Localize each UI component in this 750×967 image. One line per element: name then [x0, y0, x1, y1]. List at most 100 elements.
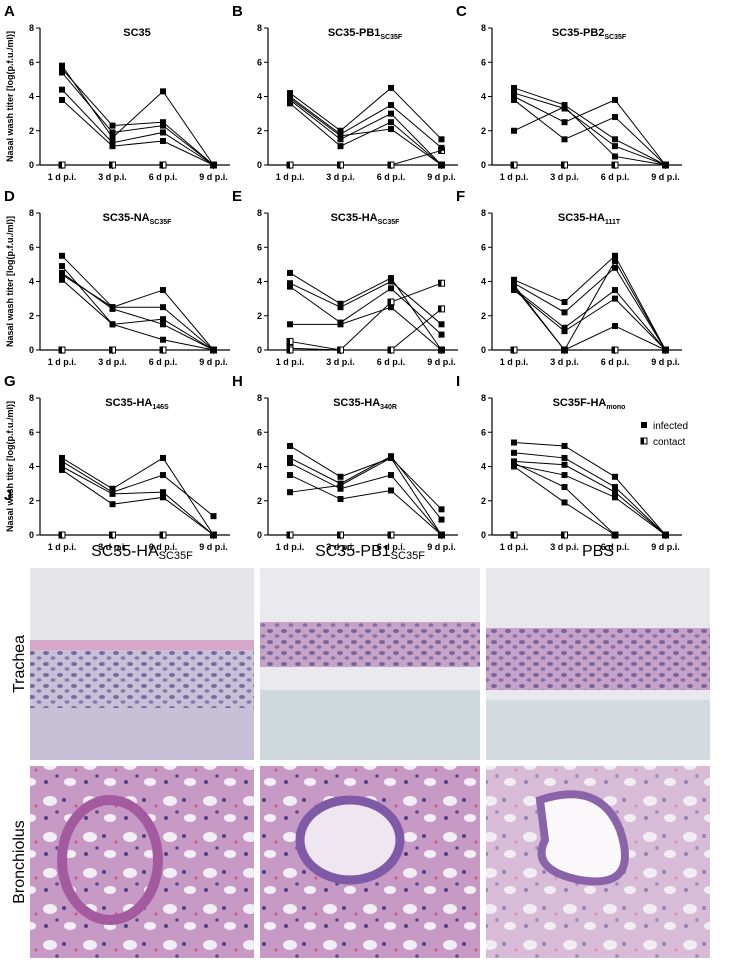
infected-line: [289, 99, 442, 166]
marker-half: [388, 162, 391, 168]
title: SC35: [123, 27, 151, 39]
contact-marker: [58, 346, 66, 354]
x-tick-label: 9 d p.i.: [199, 172, 228, 182]
infected-marker: [662, 532, 669, 538]
infected-line: [289, 457, 442, 536]
infected-marker: [160, 489, 166, 496]
x-tick-label: 6 d p.i.: [149, 542, 178, 552]
infected-marker: [511, 96, 517, 103]
infected-line: [61, 274, 214, 351]
y-tick-label: 2: [481, 126, 486, 136]
infected-marker: [109, 490, 116, 497]
contact-marker: [611, 346, 619, 354]
infected-line: [61, 469, 214, 536]
infected-marker: [109, 501, 116, 508]
infected-line: [61, 466, 214, 536]
y-tick-label: 8: [29, 208, 34, 218]
infected-marker: [561, 324, 568, 331]
y-tick-label: 4: [481, 462, 486, 472]
infected-line: [289, 96, 442, 149]
marker-half: [287, 347, 290, 353]
infected-marker: [561, 484, 568, 491]
y-tick-label: 0: [257, 345, 262, 355]
y-tick-label: 8: [257, 23, 262, 33]
marker-half: [511, 162, 514, 168]
infected-line: [289, 280, 442, 325]
title: PBS: [582, 543, 614, 560]
infected-marker: [561, 454, 568, 461]
title-subscript: 146S: [152, 404, 169, 411]
x-tick-label: 1 d p.i.: [48, 357, 77, 367]
legend-marker-half: [641, 438, 644, 444]
infected-marker: [388, 487, 394, 494]
infected-marker: [388, 126, 394, 133]
infected-marker: [287, 460, 293, 467]
title-text: SC35-HA: [331, 212, 378, 224]
infected-line: [289, 272, 442, 351]
infected-marker: [210, 347, 217, 353]
infected-line: [513, 87, 666, 166]
marker-half: [287, 338, 290, 345]
title-subscript: SC35F: [159, 550, 194, 562]
infected-marker: [59, 62, 65, 69]
infected-marker: [59, 69, 65, 76]
y-tick-label: 4: [481, 277, 486, 287]
title: SC35-HA340R: [333, 397, 397, 411]
y-tick-label: 6: [481, 427, 486, 437]
bronchiolus-images: [30, 766, 710, 958]
infected-marker: [59, 96, 65, 103]
contact-marker: [159, 346, 167, 354]
y-tick-label: 0: [29, 345, 34, 355]
infected-marker: [59, 276, 65, 283]
title: SC35-NASC35F: [103, 212, 173, 226]
title-subscript: SC35F: [150, 219, 173, 226]
infected-marker: [287, 472, 293, 479]
marker-half: [561, 162, 565, 168]
infected-marker: [337, 321, 344, 328]
infected-line: [61, 279, 214, 351]
infected-marker: [337, 485, 344, 492]
x-tick-label: 3 d p.i.: [326, 542, 355, 552]
contact-marker: [611, 161, 619, 169]
y-tick-label: 2: [257, 311, 262, 321]
infected-marker: [438, 321, 445, 328]
infected-marker: [612, 153, 618, 160]
infected-marker: [438, 331, 445, 338]
title: SC35F-HAmono: [553, 397, 626, 411]
infected-marker: [388, 472, 394, 479]
contact-marker: [58, 161, 66, 169]
infected-line: [513, 267, 666, 351]
infected-line: [513, 464, 666, 536]
y-tick-label: 6: [29, 242, 34, 252]
infected-marker: [337, 300, 344, 307]
infected-marker: [561, 472, 568, 479]
infected-marker: [612, 252, 618, 259]
infected-marker: [612, 257, 618, 264]
infected-line: [61, 68, 214, 166]
marker-half: [511, 532, 514, 538]
y-tick-label: 2: [29, 311, 34, 321]
infected-marker: [561, 347, 568, 353]
infected-marker: [438, 532, 445, 538]
y-tick-label: 8: [29, 23, 34, 33]
infected-marker: [438, 506, 445, 513]
contact-marker: [286, 337, 294, 345]
contact-marker: [438, 305, 445, 313]
infected-marker: [59, 66, 65, 73]
x-tick-label: 6 d p.i.: [601, 542, 630, 552]
contact-marker: [286, 531, 294, 539]
infected-marker: [210, 532, 217, 538]
infected-marker: [160, 119, 166, 126]
y-tick-label: 0: [29, 530, 34, 540]
marker-half: [561, 532, 565, 538]
panel-label: B: [232, 3, 243, 20]
infected-marker: [337, 136, 344, 143]
infected-marker: [160, 316, 166, 323]
contact-marker: [337, 346, 344, 354]
title-text: SC35-HA: [333, 397, 380, 409]
marker-half: [612, 347, 615, 353]
panel-label: E: [232, 188, 242, 205]
title-text: PBS: [582, 543, 614, 560]
marker-half: [388, 299, 391, 306]
contact-line: [290, 149, 442, 166]
